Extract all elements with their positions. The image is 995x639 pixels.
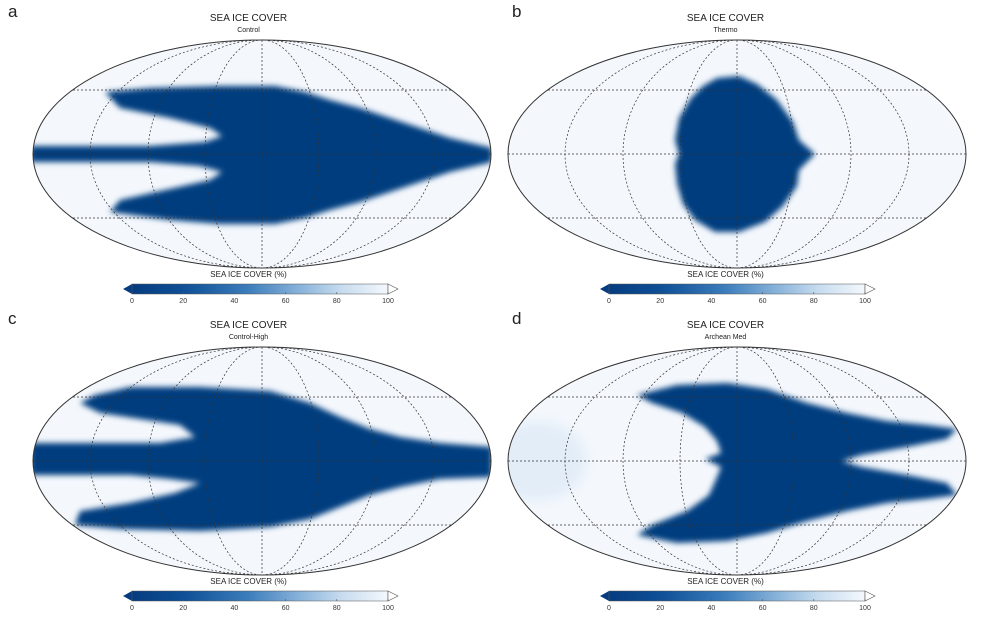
colorbar-min-arrow xyxy=(123,284,132,294)
panel-title: SEA ICE COVER xyxy=(209,13,288,24)
colorbar-ticks: 0 20 40 60 80 100 xyxy=(607,292,871,305)
panel-a: a SEA ICE COVER Control SEA ICE COVER (%… xyxy=(0,0,497,319)
colorbar-min-arrow xyxy=(600,591,609,601)
colorbar-tick-label: 60 xyxy=(282,605,290,612)
colorbar-max-arrow xyxy=(864,283,876,295)
colorbar-max-arrow xyxy=(864,590,876,602)
panel-title: SEA ICE COVER xyxy=(686,320,765,331)
panel-title: SEA ICE COVER xyxy=(209,320,288,331)
colorbar-tick-label: 60 xyxy=(282,298,290,305)
sea-ice-region xyxy=(33,387,491,531)
map-d xyxy=(507,346,967,576)
colorbar-title: SEA ICE COVER (%) xyxy=(687,577,764,586)
colorbar-tick-label: 20 xyxy=(179,605,187,612)
map-outline xyxy=(507,39,967,269)
panel-subtitle: Thermo xyxy=(713,27,738,34)
colorbar-tick-label: 0 xyxy=(607,298,611,305)
map-b xyxy=(507,39,967,269)
graticule xyxy=(33,347,491,575)
colorbar-tick-label: 40 xyxy=(708,298,716,305)
panel-subtitle: Control-High xyxy=(228,334,269,341)
colorbar-title: SEA ICE COVER (%) xyxy=(687,270,764,279)
colorbar-title: SEA ICE COVER (%) xyxy=(210,577,287,586)
colorbar-min-arrow xyxy=(123,591,132,601)
colorbar-tick-label: 40 xyxy=(231,298,239,305)
colorbar-tick-label: 60 xyxy=(759,298,767,305)
colorbar: 0 20 40 60 80 100 xyxy=(123,590,399,612)
panel-letter: b xyxy=(512,2,522,21)
panel-letter: a xyxy=(8,2,18,21)
panel-b: b SEA ICE COVER Thermo SEA ICE COVER (%)… xyxy=(477,0,974,319)
colorbar-tick-label: 20 xyxy=(656,298,664,305)
panel-letter: d xyxy=(512,309,522,328)
sea-ice-region xyxy=(33,86,491,224)
colorbar-ticks: 0 20 40 60 80 100 xyxy=(130,599,394,612)
colorbar-tick-label: 80 xyxy=(810,605,818,612)
colorbar-tick-label: 80 xyxy=(333,605,341,612)
map-a xyxy=(32,39,492,269)
panel-d: d SEA ICE COVER Archean Med SEA ICE COVE… xyxy=(477,307,974,626)
colorbar-tick-label: 60 xyxy=(759,605,767,612)
ice-shape-d xyxy=(637,383,957,543)
panel-subtitle: Control xyxy=(237,27,260,34)
colorbar-tick-label: 80 xyxy=(333,298,341,305)
map-c xyxy=(32,346,492,576)
colorbar-title: SEA ICE COVER (%) xyxy=(210,270,287,279)
colorbar-max-arrow xyxy=(387,590,399,602)
map-outline xyxy=(507,346,967,576)
graticule xyxy=(508,40,966,268)
colorbar: 0 20 40 60 80 100 xyxy=(600,283,876,305)
colorbar-gradient xyxy=(131,590,389,602)
map-outline xyxy=(32,39,492,269)
map-outline xyxy=(32,346,492,576)
colorbar: 0 20 40 60 80 100 xyxy=(123,283,399,305)
ice-shape-a xyxy=(33,86,491,224)
colorbar-ticks: 0 20 40 60 80 100 xyxy=(607,599,871,612)
graticule xyxy=(33,40,491,268)
colorbar-tick-label: 100 xyxy=(382,605,394,612)
panel-c: c SEA ICE COVER Control-High SEA ICE COV… xyxy=(0,307,497,626)
colorbar-gradient xyxy=(608,590,866,602)
colorbar-tick-label: 40 xyxy=(708,605,716,612)
colorbar-tick-label: 0 xyxy=(130,298,134,305)
ice-shape-c xyxy=(33,387,491,531)
panel-title: SEA ICE COVER xyxy=(686,13,765,24)
colorbar-tick-label: 0 xyxy=(130,605,134,612)
colorbar-gradient xyxy=(131,283,389,295)
colorbar-tick-label: 80 xyxy=(810,298,818,305)
panel-letter: c xyxy=(8,309,17,328)
colorbar-max-arrow xyxy=(387,283,399,295)
colorbar-gradient xyxy=(608,283,866,295)
panel-subtitle: Archean Med xyxy=(704,334,747,341)
colorbar-tick-label: 20 xyxy=(179,298,187,305)
graticule xyxy=(508,347,966,575)
colorbar-tick-label: 20 xyxy=(656,605,664,612)
colorbar-tick-label: 0 xyxy=(607,605,611,612)
colorbar-ticks: 0 20 40 60 80 100 xyxy=(130,292,394,305)
colorbar-tick-label: 100 xyxy=(382,298,394,305)
colorbar-tick-label: 100 xyxy=(859,298,871,305)
colorbar-tick-label: 40 xyxy=(231,605,239,612)
colorbar-tick-label: 100 xyxy=(859,605,871,612)
colorbar-min-arrow xyxy=(600,284,609,294)
colorbar: 0 20 40 60 80 100 xyxy=(600,590,876,612)
